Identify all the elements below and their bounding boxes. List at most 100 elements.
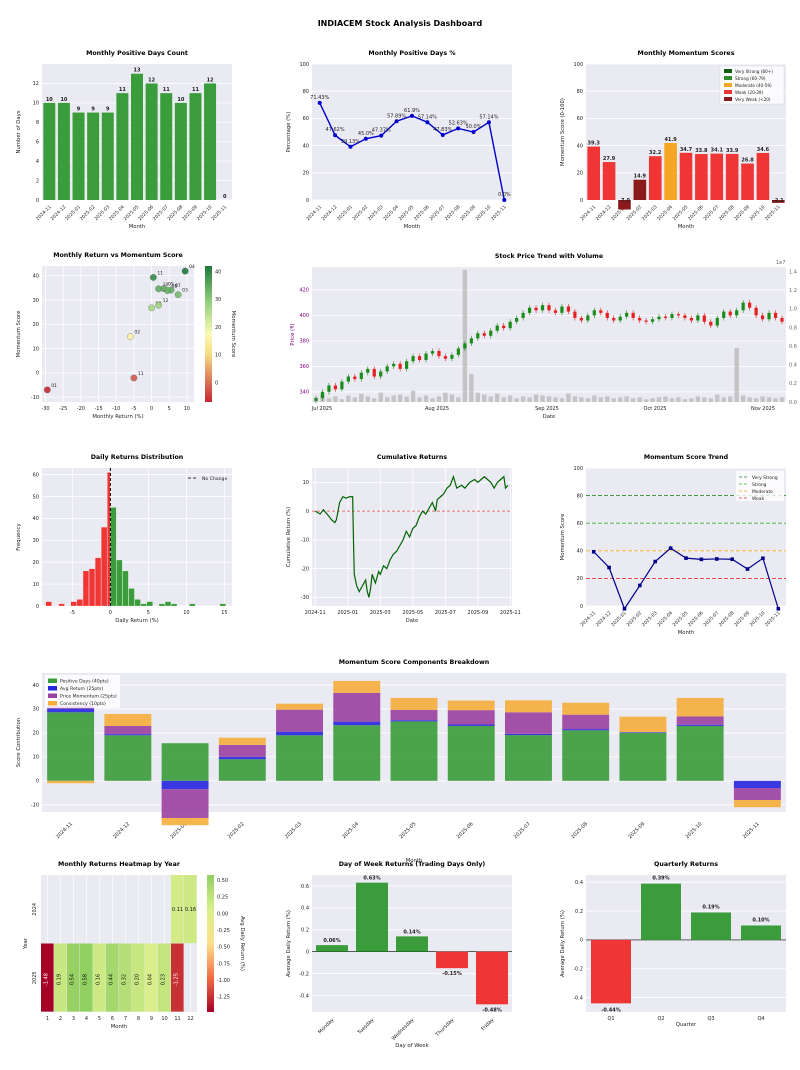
heatmap-cell [158, 943, 171, 1012]
data-point [699, 557, 704, 562]
volume-bar [410, 390, 416, 402]
x-tick-label: 2025-08 [718, 610, 736, 628]
legend-entry: Strong (60-79) [735, 76, 766, 81]
stack-segment [333, 725, 381, 781]
candle-body [437, 351, 441, 357]
volume-bar [656, 397, 662, 402]
candle-body [748, 302, 752, 308]
stack-segment [333, 680, 381, 693]
volume-bar [605, 396, 610, 402]
volume-bar [663, 396, 668, 402]
y-tick-label: 4 [36, 159, 39, 165]
legend-entry: Positive Days (40pts) [60, 679, 109, 685]
colorbar-label: Momentum Score [230, 311, 236, 358]
x-tick-label: 2024-12 [595, 204, 613, 222]
bar [691, 912, 731, 940]
bar-value-label: -0.44% [601, 1007, 620, 1013]
y-tick-label: 0 [306, 950, 309, 956]
data-point [363, 136, 368, 141]
volume-bar [559, 398, 565, 402]
volume-bar [333, 396, 338, 402]
bar [116, 93, 129, 200]
volume-bar [611, 398, 616, 402]
x-tick-label: 2025-03 [641, 610, 659, 628]
heatmap-cell-label: 0.44 [109, 974, 115, 985]
stack-segment [218, 744, 266, 757]
x-tick-label: 2024-12 [595, 610, 613, 628]
stack-segment [390, 697, 438, 710]
bar-value-label: 10 [177, 97, 184, 103]
hist-bar [70, 601, 77, 607]
colorbar-tick: 0.25 [217, 895, 228, 901]
x-tick-label: 2025-11 [210, 204, 228, 222]
candle-body [340, 381, 344, 390]
heatmap-cell [171, 943, 184, 1012]
bar [741, 925, 781, 940]
stack-segment [104, 725, 152, 735]
legend-box [45, 675, 120, 708]
hist-bar [107, 472, 111, 607]
candle-body [566, 306, 571, 312]
candle-body [430, 351, 435, 354]
y-axis-label: Price (₹) [290, 323, 296, 345]
y-tick-label: 60 [303, 116, 309, 122]
data-label: 52.63% [449, 120, 468, 126]
scatter-point [181, 267, 189, 275]
candle-body [353, 376, 357, 380]
colorbar-label: Avg Daily Return (%) [239, 916, 245, 971]
y-axis-label: Cumulative Return (%) [286, 507, 292, 567]
candle-body [372, 368, 376, 377]
bar-value-label: 0.63% [363, 876, 380, 882]
data-point [684, 556, 688, 560]
stack-segment [390, 721, 438, 781]
candle-body [702, 315, 706, 322]
y2-tick-label: 0.8 [789, 325, 797, 331]
bar [101, 112, 114, 200]
bar [618, 200, 631, 210]
y-tick-label: 0 [580, 198, 583, 204]
bar-value-label: 0.10% [752, 917, 769, 923]
y2-tick-label: 0.6 [789, 344, 797, 350]
y-tick-label: 60 [33, 472, 39, 478]
volume-bar [592, 395, 597, 402]
heatmap-cell [67, 943, 80, 1012]
hist-bar [82, 570, 89, 607]
heatmap-cell [106, 943, 119, 1012]
chart-title: Stock Price Trend with Volume [495, 253, 603, 260]
y-tick-label: 20 [577, 171, 583, 177]
legend-swatch [724, 90, 732, 94]
stack-segment [562, 714, 610, 730]
x-tick-label: 2025-04 [656, 610, 674, 628]
volume-bar [527, 397, 532, 402]
stack-segment [390, 709, 438, 721]
volume-bar [753, 398, 759, 402]
chart-pos_pct: 0 20 40 60 80 100 Monthly Positive Days % Month… [286, 50, 512, 230]
volume-bar [533, 394, 539, 402]
stack-segment [161, 780, 209, 790]
bar [131, 73, 143, 200]
y-axis-label: Average Daily Return (%) [286, 910, 292, 977]
x-tick-label: -20 [77, 406, 85, 412]
x-tick-label: Q3 [707, 1016, 714, 1022]
heatmap-cell-label: 0.16 [96, 974, 102, 985]
candle-body [670, 314, 674, 318]
stack-segment [104, 734, 152, 736]
y-tick-label: 400 [299, 313, 309, 319]
y-tick-label: 10 [33, 755, 39, 761]
volume-bar [443, 392, 448, 402]
volume-bar [456, 397, 461, 402]
x-tick-label: 2025-08 [570, 821, 589, 840]
bar [772, 200, 785, 203]
candle-body [579, 317, 583, 321]
data-label: 57.14% [418, 114, 437, 120]
y-tick-label: 40 [33, 516, 39, 522]
scatter-point [174, 291, 182, 299]
volume-bar [520, 396, 526, 402]
stack-segment [504, 712, 552, 734]
x-tick-label: 2024-12 [112, 821, 131, 840]
candle-body [463, 343, 467, 349]
y2-tick-label: 1.2 [789, 288, 797, 294]
candle-body [741, 302, 745, 311]
volume-bar [475, 392, 481, 402]
x-tick-label: 2025-03 [367, 204, 385, 222]
